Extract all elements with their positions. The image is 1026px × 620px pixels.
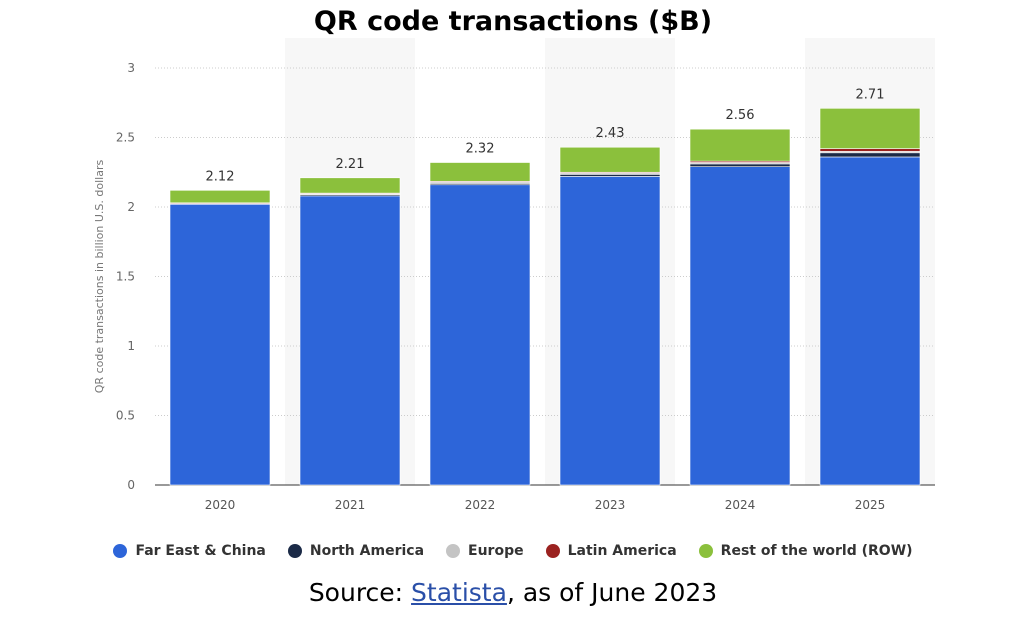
bar-segment-rest-of-the-world-row--2020 <box>169 190 271 204</box>
legend-label: Europe <box>468 543 524 559</box>
bar-segment-north-america-2023 <box>559 174 661 177</box>
x-tick-label: 2022 <box>465 498 496 512</box>
bar-segment-north-america-2025 <box>819 152 921 158</box>
source-line: Source: Statista, as of June 2023 <box>0 578 1026 607</box>
y-axis-label: QR code transactions in billion U.S. dol… <box>93 160 106 394</box>
x-tick-label: 2024 <box>725 498 756 512</box>
legend-dot-icon <box>446 544 461 558</box>
total-label: 2.12 <box>206 169 235 184</box>
y-tick-label: 3 <box>127 61 135 75</box>
legend-item[interactable]: North America <box>287 543 425 559</box>
legend-item[interactable]: Europe <box>446 543 524 559</box>
bar-segment-far-east-china-2023 <box>559 176 661 486</box>
bar-segment-north-america-2024 <box>689 163 791 167</box>
y-tick-label: 2 <box>127 200 135 214</box>
legend-dot-icon <box>113 544 128 558</box>
legend: Far East & China North America Europe Latin… <box>0 543 1026 559</box>
legend-item[interactable]: Rest of the world (ROW) <box>698 543 913 559</box>
y-tick-label: 1.5 <box>116 270 135 284</box>
legend-dot-icon <box>545 544 560 558</box>
total-label: 2.43 <box>596 126 625 141</box>
legend-item[interactable]: Far East & China <box>113 543 266 559</box>
y-tick-label: 0.5 <box>116 409 135 423</box>
total-label: 2.56 <box>726 108 755 123</box>
x-tick-label: 2020 <box>205 498 236 512</box>
chart-title: QR code transactions ($B) <box>313 6 713 37</box>
x-tick-label: 2023 <box>595 498 626 512</box>
stacked-bar-chart: 0 0.5 1 1.5 2 2.5 3 QR code transactions in bil… <box>93 61 935 512</box>
bar-segment-rest-of-the-world-row--2022 <box>429 162 531 182</box>
statista-link[interactable]: Statista <box>411 578 507 607</box>
bar-segment-rest-of-the-world-row--2023 <box>559 146 661 173</box>
bar-segment-far-east-china-2021 <box>299 195 401 486</box>
total-label: 2.21 <box>336 157 365 172</box>
y-tick-label: 1 <box>127 339 135 353</box>
bar-segment-far-east-china-2024 <box>689 166 791 486</box>
bar-segment-rest-of-the-world-row--2025 <box>819 108 921 149</box>
legend-dot-icon <box>287 544 302 558</box>
legend-label: North America <box>309 543 425 559</box>
legend-item[interactable]: Latin America <box>545 543 677 559</box>
legend-label: Rest of the world (ROW) <box>720 543 913 559</box>
source-prefix: Source: <box>308 578 412 607</box>
legend-label: Far East & China <box>135 543 266 559</box>
x-tick-label: 2025 <box>855 498 886 512</box>
y-tick-label: 0 <box>127 478 135 492</box>
total-label: 2.32 <box>466 142 495 157</box>
x-tick-label: 2021 <box>335 498 366 512</box>
bar-segment-rest-of-the-world-row--2024 <box>689 128 791 162</box>
bar-segment-far-east-china-2020 <box>169 203 271 486</box>
y-tick-label: 2.5 <box>116 131 135 145</box>
bar-segment-latin-america-2025 <box>819 148 921 152</box>
total-label: 2.71 <box>856 87 885 102</box>
legend-label: Latin America <box>567 543 677 559</box>
legend-dot-icon <box>698 544 713 558</box>
bar-segment-far-east-china-2025 <box>819 156 921 486</box>
source-suffix: , as of June 2023 <box>506 578 718 607</box>
bar-segment-rest-of-the-world-row--2021 <box>299 177 401 194</box>
bar-segment-far-east-china-2022 <box>429 184 531 486</box>
